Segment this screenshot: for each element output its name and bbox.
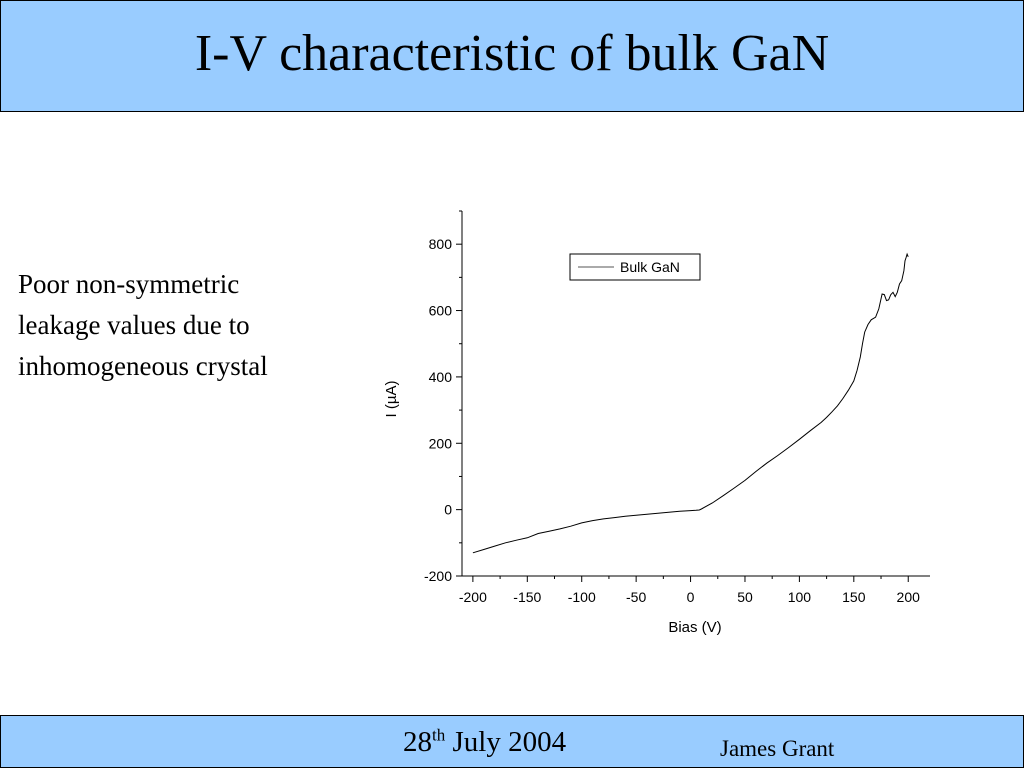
body-text: Poor non-symmetric leakage values due to… xyxy=(18,264,358,387)
x-tick-label: 0 xyxy=(687,589,695,605)
y-tick-label: -200 xyxy=(424,568,452,584)
iv-chart: -200 -150 -100 -50 0 50 100 150 200 -200 0 200 400 60… xyxy=(383,210,930,636)
footer-bar: 28th July 2004 James Grant xyxy=(0,715,1024,768)
x-tick-label: 100 xyxy=(788,589,812,605)
x-tick-label: -200 xyxy=(459,589,487,605)
chart-legend: Bulk GaN xyxy=(569,253,701,281)
body-line: Poor non-symmetric xyxy=(18,269,240,299)
y-tick-label: 200 xyxy=(429,435,453,451)
title-bar: I-V characteristic of bulk GaN xyxy=(0,0,1024,112)
body-line: leakage values due to xyxy=(18,310,250,340)
footer-date-rest: July 2004 xyxy=(445,726,567,758)
y-axis-label: I (µA) xyxy=(383,381,400,418)
x-tick-label: -50 xyxy=(626,589,646,605)
y-tick-label: 400 xyxy=(429,369,453,385)
body-line: inhomogeneous crystal xyxy=(18,351,268,381)
footer-date-suffix: th xyxy=(432,725,446,745)
x-tick-label: 150 xyxy=(842,589,866,605)
y-tick-label: 600 xyxy=(429,303,453,319)
x-tick-label: 50 xyxy=(737,589,753,605)
chart-series-layer xyxy=(472,252,909,554)
legend-label: Bulk GaN xyxy=(620,259,680,275)
x-tick-label: -100 xyxy=(568,589,596,605)
y-tick-label: 0 xyxy=(444,502,452,518)
footer-date-day: 28 xyxy=(403,726,432,758)
footer-date: 28th July 2004 xyxy=(403,726,566,759)
chart-axes: -200 -150 -100 -50 0 50 100 150 200 -200 0 200 400 60… xyxy=(424,210,930,605)
footer-author: James Grant xyxy=(720,736,835,761)
y-tick-label: 800 xyxy=(429,236,453,252)
x-tick-label: 200 xyxy=(897,589,921,605)
x-tick-label: -150 xyxy=(513,589,541,605)
series-line-bulk-gan xyxy=(472,252,909,554)
x-axis-label: Bias (V) xyxy=(668,619,721,636)
slide-title: I-V characteristic of bulk GaN xyxy=(194,24,830,82)
